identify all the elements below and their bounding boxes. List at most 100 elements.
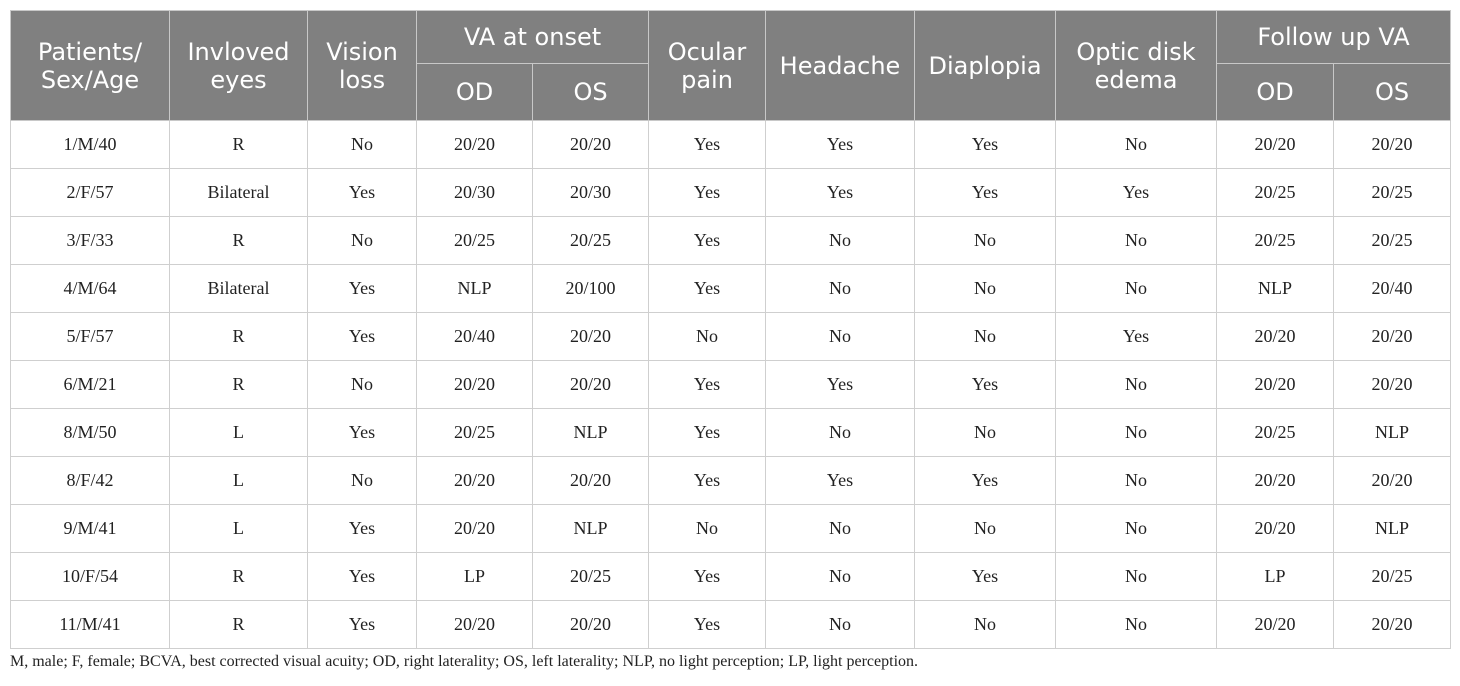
cell-optic-disk-edema: No <box>1055 360 1217 409</box>
cell-diplopia: Yes <box>914 552 1056 601</box>
cell-patient: 11/M/41 <box>10 600 170 649</box>
cell-vision-loss: No <box>307 216 417 265</box>
cell-vision-loss: Yes <box>307 312 417 361</box>
cell-ocular-pain: Yes <box>648 360 766 409</box>
cell-follow-up-os: 20/25 <box>1332 168 1452 217</box>
cell-va-onset-os: 20/20 <box>532 456 649 505</box>
cell-optic-disk-edema: Yes <box>1055 312 1217 361</box>
cell-follow-up-od: NLP <box>1216 264 1334 313</box>
cell-va-onset-os: 20/20 <box>532 120 649 169</box>
cell-headache: No <box>765 600 915 649</box>
cell-patient: 3/F/33 <box>10 216 170 265</box>
cell-follow-up-os: 20/20 <box>1332 600 1452 649</box>
cell-diplopia: No <box>914 264 1056 313</box>
cell-ocular-pain: No <box>648 312 766 361</box>
cell-involved-eyes: R <box>169 120 308 169</box>
cell-follow-up-os: 20/20 <box>1332 456 1452 505</box>
cell-patient: 4/M/64 <box>10 264 170 313</box>
cell-va-onset-od: 20/40 <box>416 312 533 361</box>
cell-follow-up-os: 20/25 <box>1332 552 1452 601</box>
cell-involved-eyes: Bilateral <box>169 168 308 217</box>
table-footnote: M, male; F, female; BCVA, best corrected… <box>10 653 919 670</box>
cell-va-onset-od: 20/25 <box>416 408 533 457</box>
cell-follow-up-os: 20/20 <box>1332 312 1452 361</box>
cell-follow-up-od: 20/25 <box>1216 168 1334 217</box>
cell-optic-disk-edema: No <box>1055 552 1217 601</box>
cell-vision-loss: Yes <box>307 504 417 553</box>
cell-headache: No <box>765 504 915 553</box>
cell-va-onset-od: 20/20 <box>416 456 533 505</box>
cell-follow-up-od: 20/20 <box>1216 456 1334 505</box>
cell-diplopia: No <box>914 216 1056 265</box>
header-follow-up-va: Follow up VA <box>1215 10 1452 64</box>
cell-optic-disk-edema: No <box>1055 264 1217 313</box>
cell-ocular-pain: Yes <box>648 168 766 217</box>
cell-involved-eyes: L <box>169 504 308 553</box>
cell-va-onset-os: 20/20 <box>532 600 649 649</box>
cell-follow-up-od: 20/20 <box>1216 312 1334 361</box>
cell-diplopia: No <box>914 408 1056 457</box>
cell-va-onset-os: 20/100 <box>532 264 649 313</box>
cell-headache: No <box>765 408 915 457</box>
cell-ocular-pain: No <box>648 504 766 553</box>
cell-vision-loss: Yes <box>307 552 417 601</box>
cell-patient: 5/F/57 <box>10 312 170 361</box>
cell-headache: No <box>765 264 915 313</box>
cell-va-onset-od: LP <box>416 552 533 601</box>
table-container: Patients/ Sex/Age Invloved eyes Vision l… <box>10 10 1452 649</box>
header-patients: Patients/ Sex/Age <box>10 10 170 121</box>
cell-diplopia: Yes <box>914 120 1056 169</box>
header-va-onset: VA at onset <box>416 10 649 64</box>
cell-follow-up-os: 20/20 <box>1332 360 1452 409</box>
cell-optic-disk-edema: No <box>1055 120 1217 169</box>
cell-va-onset-os: 20/20 <box>532 312 649 361</box>
cell-va-onset-od: 20/20 <box>416 600 533 649</box>
cell-ocular-pain: Yes <box>648 264 766 313</box>
table-row: 1/M/40 R No 20/20 20/20 Yes Yes Yes No 20/20 20/20 <box>10 120 1452 169</box>
cell-follow-up-od: 20/20 <box>1216 360 1334 409</box>
cell-va-onset-os: 20/25 <box>532 216 649 265</box>
cell-va-onset-os: NLP <box>532 408 649 457</box>
cell-involved-eyes: R <box>169 552 308 601</box>
cell-ocular-pain: Yes <box>648 600 766 649</box>
cell-optic-disk-edema: No <box>1055 456 1217 505</box>
table-row: 6/M/21 R No 20/20 20/20 Yes Yes Yes No 20/20 20/20 <box>10 360 1452 409</box>
cell-va-onset-os: 20/20 <box>532 360 649 409</box>
header-follow-up-od: OD <box>1216 63 1334 121</box>
cell-diplopia: Yes <box>914 456 1056 505</box>
table-row: 8/M/50 L Yes 20/25 NLP Yes No No No 20/25 NLP <box>10 408 1452 457</box>
cell-follow-up-od: 20/20 <box>1216 120 1334 169</box>
cell-ocular-pain: Yes <box>648 120 766 169</box>
cell-involved-eyes: R <box>169 360 308 409</box>
table-row: 4/M/64 Bilateral Yes NLP 20/100 Yes No No No NLP 2… <box>10 264 1452 313</box>
cell-headache: No <box>765 552 915 601</box>
cell-follow-up-os: 20/25 <box>1332 216 1452 265</box>
cell-follow-up-od: 20/20 <box>1216 504 1334 553</box>
cell-patient: 8/M/50 <box>10 408 170 457</box>
cell-va-onset-od: 20/20 <box>416 504 533 553</box>
table-row: 5/F/57 R Yes 20/40 20/20 No No No Yes 20/20 20/20 <box>10 312 1452 361</box>
cell-headache: No <box>765 216 915 265</box>
table-body: 1/M/40 R No 20/20 20/20 Yes Yes Yes No 20/20 20/20… <box>10 120 1452 649</box>
cell-diplopia: Yes <box>914 360 1056 409</box>
header-involved-eyes: Invloved eyes <box>169 10 308 121</box>
cell-vision-loss: No <box>307 120 417 169</box>
cell-vision-loss: Yes <box>307 408 417 457</box>
table-row: 2/F/57 Bilateral Yes 20/30 20/30 Yes Yes Yes Yes… <box>10 168 1452 217</box>
cell-diplopia: No <box>914 312 1056 361</box>
cell-ocular-pain: Yes <box>648 216 766 265</box>
cell-ocular-pain: Yes <box>648 408 766 457</box>
cell-vision-loss: No <box>307 360 417 409</box>
cell-diplopia: No <box>914 600 1056 649</box>
cell-follow-up-os: NLP <box>1332 504 1452 553</box>
cell-vision-loss: Yes <box>307 168 417 217</box>
cell-optic-disk-edema: No <box>1055 600 1217 649</box>
cell-optic-disk-edema: No <box>1055 504 1217 553</box>
table-row: 11/M/41 R Yes 20/20 20/20 Yes No No No 20/20 20/20 <box>10 600 1452 649</box>
cell-optic-disk-edema: Yes <box>1055 168 1217 217</box>
cell-va-onset-od: 20/30 <box>416 168 533 217</box>
cell-va-onset-od: 20/20 <box>416 360 533 409</box>
cell-follow-up-od: 20/25 <box>1216 216 1334 265</box>
header-ocular-pain: Ocular pain <box>648 10 766 121</box>
table-row: 8/F/42 L No 20/20 20/20 Yes Yes Yes No 20/20 20/20 <box>10 456 1452 505</box>
